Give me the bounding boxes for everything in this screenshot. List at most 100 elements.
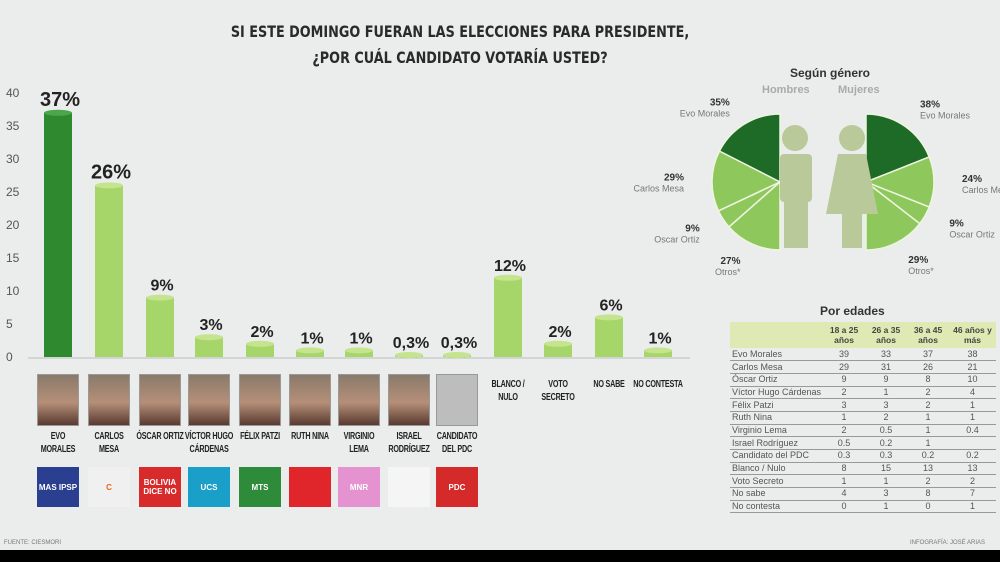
candidate-name: ISRAEL RODRÍGUEZ [388, 431, 430, 455]
credit: INFOGRAFÍA: JOSÉ ARIAS [910, 540, 986, 546]
candidate-name: CARLOS MESA [94, 431, 124, 455]
data-label: 26% [91, 161, 131, 183]
bar [246, 343, 274, 357]
candidate-name: VOTO SECRETO [541, 379, 575, 403]
table-cell: 1 [907, 424, 949, 438]
table-row: Ruth Nina 1 2 1 1 [730, 411, 996, 425]
pie-slice [865, 113, 931, 184]
table-cell: 1 [907, 411, 949, 425]
table-cell: Blanco / Nulo [730, 462, 824, 476]
candidate-photo [37, 374, 79, 426]
table-cell: 26 [907, 360, 949, 374]
candidate-name: NO CONTESTA [633, 379, 683, 390]
table-row: No sabe 4 3 8 7 [730, 487, 996, 501]
woman-icon-body [826, 154, 878, 214]
table-cell: 1 [949, 500, 996, 514]
pie-slice [711, 150, 782, 212]
table-cell: 1 [949, 411, 996, 425]
y-tick: 5 [6, 317, 13, 331]
y-tick: 30 [6, 152, 20, 166]
data-label: 1% [300, 330, 323, 347]
bar-top [544, 340, 572, 347]
table-cell: 9 [865, 373, 908, 387]
table-row: Israel Rodríguez 0.5 0.2 1 [730, 436, 996, 450]
bar-top [595, 314, 623, 321]
table-cell: 8 [907, 373, 949, 387]
party-logo: PDC [436, 467, 478, 507]
party-logo: BOLIVIA DICE NO [139, 467, 181, 507]
bar [544, 343, 572, 357]
table-cell: Israel Rodríguez [730, 436, 824, 450]
bar [44, 112, 72, 357]
pie-pct: 9% [949, 219, 964, 230]
woman-icon-legs [842, 212, 862, 248]
table-cell: 1 [823, 474, 866, 489]
candidate-photo [88, 374, 130, 426]
candidate-name: NO SABE [593, 379, 625, 390]
pie-label: Oscar Ortiz [949, 230, 995, 240]
bar [595, 317, 623, 357]
candidate-name: BLANCO / NULO [491, 379, 525, 403]
data-label: 3% [199, 317, 222, 334]
table-cell: 1 [949, 398, 996, 412]
pie-pct: 29% [908, 255, 928, 266]
pie-label: Carlos Mesa [633, 184, 684, 194]
data-label: 9% [150, 278, 173, 295]
y-tick: 40 [6, 86, 20, 100]
table-cell: 39 [823, 348, 866, 362]
table-row: Carlos Mesa 29 31 26 21 [730, 360, 996, 374]
table-cell: 29 [823, 360, 866, 374]
table-cell: 9 [823, 373, 866, 387]
table-row: Virginio Lema 2 0.5 1 0.4 [730, 424, 996, 438]
column-header: 26 a 35 años [865, 322, 908, 348]
bar-top [296, 347, 324, 354]
data-label: 1% [349, 330, 372, 347]
bar-top [443, 352, 471, 359]
table-cell: 1 [823, 411, 866, 425]
pie-slice [718, 113, 781, 184]
y-tick: 10 [6, 284, 20, 298]
data-label: 0,3% [393, 335, 429, 352]
candidate-name: EVO MORALES [40, 431, 76, 455]
table-cell: 8 [823, 462, 866, 476]
bar-top [494, 274, 522, 281]
data-label: 6% [599, 297, 622, 314]
bar-top [95, 182, 123, 189]
table-cell: Carlos Mesa [730, 360, 824, 374]
candidate-photo [436, 374, 478, 426]
table-cell: 2 [823, 424, 866, 438]
title-line1: SI ESTE DOMINGO FUERAN LAS ELECCIONES PA… [230, 22, 690, 41]
party-logo: C [88, 467, 130, 507]
table-cell: 4 [823, 487, 866, 501]
pie-label: Otros* [715, 267, 741, 277]
table-cell: 2 [823, 386, 866, 400]
pie-label: Oscar Ortiz [654, 234, 700, 244]
pie-pct: 29% [664, 173, 684, 184]
pie-label: Carlos Mesa [962, 185, 1000, 195]
table-cell: 33 [865, 348, 908, 362]
bar-top [644, 347, 672, 354]
pie-pct: 35% [710, 97, 730, 108]
table-row: No contesta 0 1 0 1 [730, 500, 996, 514]
pie-pct: 9% [685, 223, 700, 234]
candidate-photo [239, 374, 281, 426]
party-logo [388, 467, 430, 507]
table-cell: 2 [907, 386, 949, 400]
data-label: 2% [250, 324, 273, 341]
man-icon [782, 125, 808, 151]
table-cell: 1 [865, 474, 908, 489]
gender-title: Según género [790, 66, 871, 80]
man-icon-legs [784, 198, 808, 248]
candidate-name: VIRGINIO LEMA [343, 431, 375, 455]
bar [146, 297, 174, 357]
table-cell: 37 [907, 348, 949, 362]
column-header: 18 a 25 años [823, 322, 866, 348]
bar [95, 185, 123, 357]
table-row: Félix Patzi 3 3 2 1 [730, 398, 996, 412]
column-header: 46 años y más [949, 322, 996, 348]
table-cell [949, 436, 996, 450]
table-cell: 0.2 [865, 436, 908, 450]
candidate-photo [289, 374, 331, 426]
bar-top [395, 352, 423, 359]
table-cell: 15 [865, 462, 908, 476]
